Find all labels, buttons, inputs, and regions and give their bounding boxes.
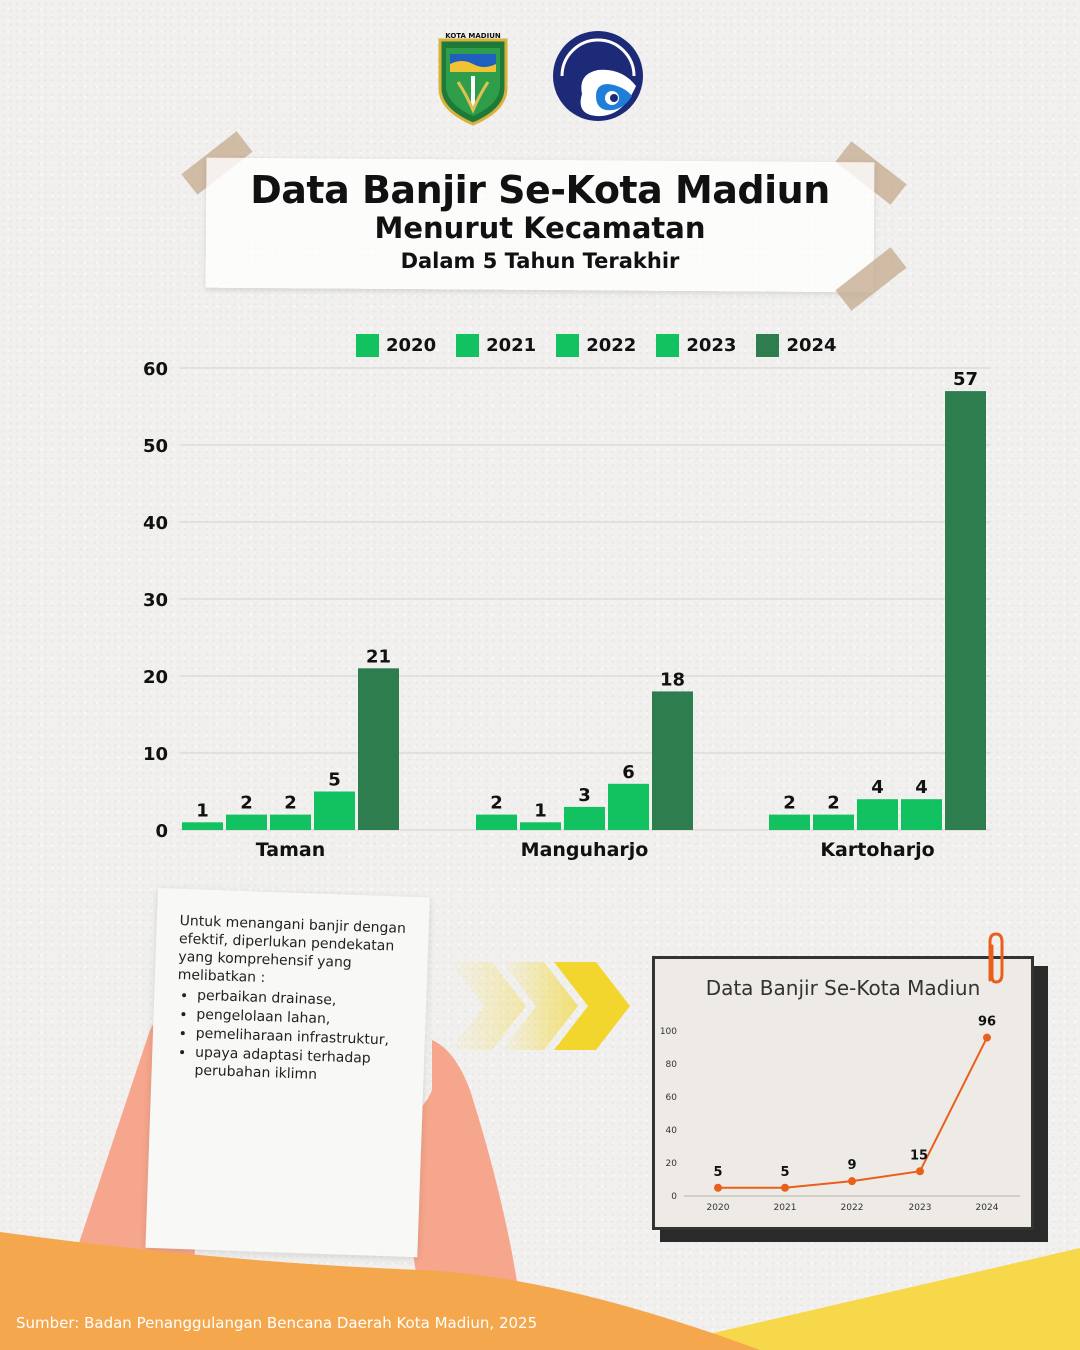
data-label: 2 — [240, 793, 253, 814]
data-label: 4 — [915, 777, 928, 798]
data-label: 2 — [783, 793, 796, 814]
legend-swatch — [756, 333, 780, 357]
data-point — [714, 1183, 722, 1192]
bar — [857, 799, 898, 830]
y-tick-label: 60 — [666, 1093, 678, 1103]
note-list-item: upaya adaptasi terhadap perubahan iklimn — [194, 1044, 425, 1088]
legend-label: 2021 — [486, 334, 537, 356]
bar — [520, 822, 561, 830]
data-point — [916, 1167, 924, 1176]
y-tick-label: 30 — [143, 590, 168, 611]
data-label: 96 — [978, 1015, 996, 1030]
bar — [652, 691, 693, 830]
note-intro: Untuk menangani banjir dengan efektif, d… — [177, 912, 407, 987]
bar — [564, 806, 605, 830]
data-label: 1 — [534, 800, 547, 821]
data-point — [983, 1033, 991, 1042]
legend-swatch — [656, 333, 680, 357]
bar — [769, 814, 810, 830]
data-label: 9 — [847, 1158, 856, 1173]
bar — [314, 791, 355, 830]
legend-label: 2020 — [386, 334, 437, 356]
x-tick-label: 2023 — [909, 1203, 932, 1213]
legend-item-2022: 2022 — [556, 333, 637, 357]
legend-swatch — [456, 333, 480, 357]
city-logo-text: KOTA MADIUN — [445, 32, 501, 40]
data-label: 15 — [910, 1148, 928, 1163]
legend-item-2021: 2021 — [456, 333, 537, 357]
legend-item-2024: 2024 — [756, 333, 837, 357]
source-text: Sumber: Badan Penanggulangan Bencana Dae… — [16, 1314, 538, 1332]
bar — [813, 814, 854, 830]
y-tick-label: 100 — [660, 1027, 677, 1037]
chart-legend: 2020 2021 2022 2023 2024 — [356, 332, 857, 358]
y-tick-label: 0 — [671, 1192, 677, 1202]
paperclip-icon — [988, 932, 1004, 984]
x-tick-label: 2024 — [976, 1203, 999, 1213]
data-label: 2 — [284, 793, 297, 814]
chevron-arrows-icon — [450, 962, 630, 1050]
legend-item-2020: 2020 — [356, 333, 437, 357]
bar — [226, 814, 267, 830]
legend-label: 2023 — [686, 334, 737, 356]
bar — [358, 668, 399, 830]
note-text: Untuk menangani banjir dengan efektif, d… — [174, 912, 430, 1089]
x-tick-label: 2021 — [774, 1203, 797, 1213]
legend-swatch — [556, 333, 580, 357]
komdigi-swirl-logo-icon — [553, 31, 643, 121]
x-tick-label: Manguharjo — [521, 839, 649, 861]
line-chart-title: Data Banjir Se-Kota Madiun — [705, 976, 981, 1000]
legend-label: 2022 — [586, 334, 637, 356]
y-tick-label: 40 — [143, 513, 168, 534]
y-tick-label: 0 — [155, 821, 168, 842]
line-chart-card — [652, 956, 1034, 1230]
data-label: 5 — [328, 770, 341, 791]
line-chart: 0 20 40 60 80 100 2020 2021 2022 2023 2024 5 5 9 15 96 — [660, 1015, 1020, 1213]
data-label: 4 — [871, 777, 884, 798]
bar — [901, 799, 942, 830]
bar — [608, 783, 649, 830]
x-tick-label: Kartoharjo — [820, 839, 934, 861]
note-list: perbaikan drainase, pengelolaan lahan, p… — [174, 986, 427, 1088]
data-label: 6 — [622, 762, 635, 783]
kota-madiun-emblem-icon: KOTA MADIUN — [438, 32, 508, 126]
data-label: 57 — [953, 369, 978, 390]
y-tick-label: 50 — [143, 436, 168, 457]
y-tick-label: 20 — [666, 1159, 678, 1169]
data-label: 5 — [780, 1165, 789, 1180]
data-label: 2 — [827, 793, 840, 814]
footer-band — [0, 1232, 1080, 1350]
y-tick-label: 60 — [143, 359, 168, 380]
data-point — [848, 1177, 856, 1186]
data-label: 1 — [196, 800, 209, 821]
bar — [476, 814, 517, 830]
x-tick-label: 2020 — [707, 1203, 730, 1213]
data-label: 18 — [660, 669, 685, 690]
page-subtitle: Menurut Kecamatan — [374, 211, 706, 245]
x-tick-label: Taman — [256, 839, 325, 861]
bar — [182, 822, 223, 830]
legend-label: 2024 — [786, 334, 837, 356]
x-tick-label: 2022 — [841, 1203, 864, 1213]
data-point — [781, 1183, 789, 1192]
y-tick-label: 20 — [143, 667, 168, 688]
data-label: 5 — [713, 1165, 722, 1180]
data-label: 21 — [366, 646, 391, 667]
y-tick-label: 40 — [666, 1126, 678, 1136]
y-tick-label: 80 — [666, 1060, 678, 1070]
page-title: Data Banjir Se-Kota Madiun — [250, 168, 830, 212]
data-label: 3 — [578, 785, 591, 806]
legend-swatch — [356, 333, 379, 357]
bar — [945, 391, 986, 830]
data-label: 2 — [490, 793, 503, 814]
bar — [270, 814, 311, 830]
y-tick-label: 10 — [143, 744, 168, 765]
legend-item-2023: 2023 — [656, 333, 737, 357]
page-subtitle-secondary: Dalam 5 Tahun Terakhir — [400, 249, 680, 273]
